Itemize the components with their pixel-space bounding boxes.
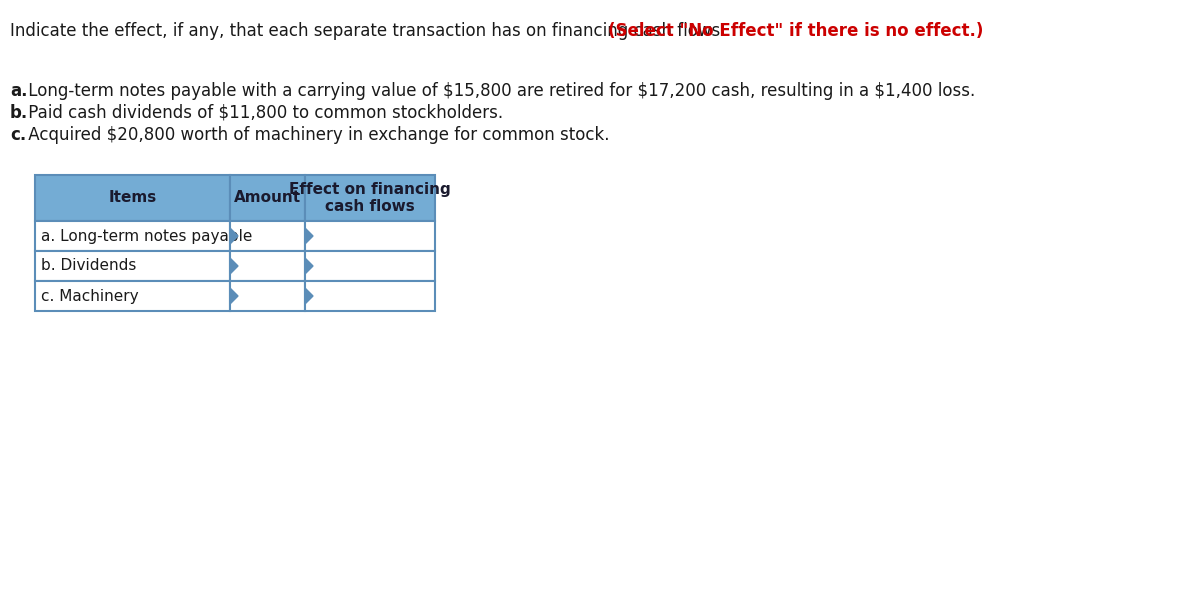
Bar: [35, 221, 230, 251]
Bar: [230, 251, 305, 281]
Text: Amount: Amount: [234, 190, 301, 206]
Bar: [305, 251, 436, 281]
Text: b.: b.: [10, 104, 29, 122]
Text: a.: a.: [10, 82, 28, 100]
Text: a. Long-term notes payable: a. Long-term notes payable: [41, 228, 252, 244]
Bar: [35, 175, 230, 221]
Bar: [305, 221, 436, 251]
Text: (Select "No Effect" if there is no effect.): (Select "No Effect" if there is no effec…: [608, 22, 984, 40]
Text: Effect on financing
cash flows: Effect on financing cash flows: [289, 182, 451, 214]
Text: c. Machinery: c. Machinery: [41, 289, 139, 303]
Bar: [230, 281, 305, 311]
Polygon shape: [305, 228, 313, 244]
Text: Long-term notes payable with a carrying value of $15,800 are retired for $17,200: Long-term notes payable with a carrying …: [24, 82, 976, 100]
Polygon shape: [305, 288, 313, 304]
Bar: [35, 281, 230, 311]
Text: Indicate the effect, if any, that each separate transaction has on financing cas: Indicate the effect, if any, that each s…: [10, 22, 731, 40]
Bar: [230, 221, 305, 251]
Text: b. Dividends: b. Dividends: [41, 258, 137, 273]
Text: Items: Items: [108, 190, 157, 206]
Bar: [305, 175, 436, 221]
Polygon shape: [230, 258, 238, 274]
Polygon shape: [305, 258, 313, 274]
Bar: [35, 251, 230, 281]
Text: Acquired $20,800 worth of machinery in exchange for common stock.: Acquired $20,800 worth of machinery in e…: [24, 126, 610, 144]
Bar: [230, 175, 305, 221]
Text: c.: c.: [10, 126, 26, 144]
Text: Paid cash dividends of $11,800 to common stockholders.: Paid cash dividends of $11,800 to common…: [24, 104, 504, 122]
Bar: [305, 281, 436, 311]
Polygon shape: [230, 288, 238, 304]
Polygon shape: [230, 228, 238, 244]
